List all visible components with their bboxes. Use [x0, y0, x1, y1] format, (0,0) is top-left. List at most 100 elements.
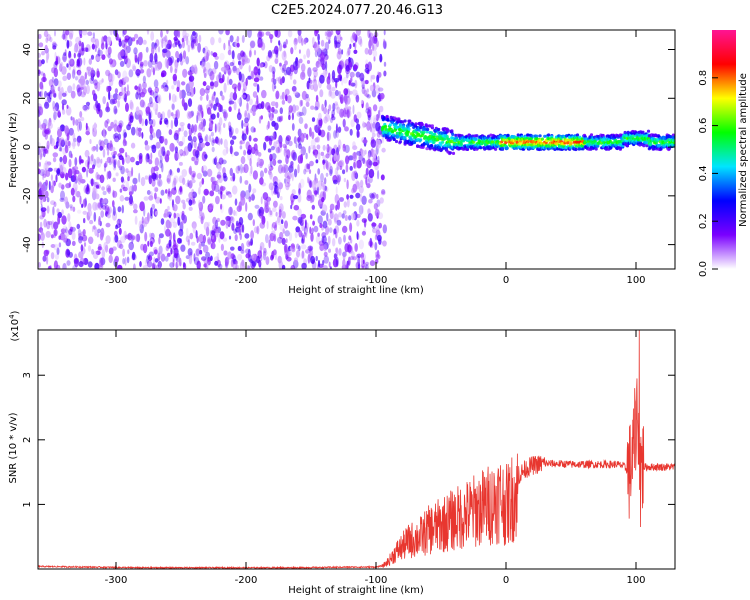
- heatmap-cell: [291, 112, 294, 121]
- heatmap-cell: [275, 77, 280, 82]
- heatmap-cell: [166, 30, 169, 35]
- heatmap-cell: [194, 160, 199, 166]
- heatmap-cell: [388, 123, 392, 127]
- heatmap-cell: [266, 135, 271, 141]
- heatmap-cell: [168, 129, 173, 136]
- heatmap-cell: [238, 60, 242, 66]
- heatmap-cell: [165, 119, 169, 125]
- heatmap-cell: [279, 78, 283, 86]
- heatmap-cell: [177, 30, 181, 38]
- heatmap-cell: [139, 261, 142, 267]
- heatmap-cell: [182, 50, 187, 60]
- heatmap-cell: [285, 135, 291, 142]
- heatmap-cell: [314, 150, 318, 159]
- heatmap-cell: [472, 140, 476, 144]
- spectrogram-y-axis-label: Frequency (Hz): [8, 112, 19, 188]
- heatmap-cell: [106, 213, 111, 219]
- heatmap-cell: [543, 134, 547, 138]
- heatmap-cell: [77, 177, 82, 185]
- heatmap-cell: [190, 241, 196, 246]
- heatmap-cell: [92, 32, 95, 39]
- heatmap-cell: [339, 108, 345, 118]
- heatmap-cell: [327, 125, 332, 131]
- heatmap-cell: [94, 181, 100, 187]
- heatmap-cell: [215, 231, 220, 238]
- heatmap-cell: [345, 72, 349, 79]
- heatmap-cell: [113, 105, 118, 115]
- heatmap-cell: [350, 76, 353, 83]
- heatmap-cell: [59, 156, 63, 163]
- heatmap-cell: [317, 215, 323, 225]
- heatmap-cell: [72, 140, 76, 150]
- heatmap-cell: [119, 147, 125, 154]
- heatmap-cell: [272, 249, 277, 256]
- heatmap-cell: [224, 256, 230, 266]
- heatmap-cell: [180, 244, 186, 252]
- heatmap-cell: [93, 122, 97, 133]
- heatmap-cell: [367, 114, 371, 121]
- heatmap-cell: [42, 173, 47, 178]
- heatmap-cell: [38, 33, 42, 40]
- heatmap-cell: [646, 129, 651, 133]
- heatmap-cell: [205, 251, 211, 259]
- heatmap-cell: [150, 213, 153, 219]
- heatmap-cell: [120, 84, 124, 94]
- heatmap-cell: [134, 215, 138, 225]
- heatmap-cell: [167, 190, 173, 198]
- heatmap-cell: [122, 138, 127, 147]
- heatmap-cell: [56, 168, 61, 175]
- heatmap-cell: [178, 127, 181, 132]
- heatmap-cell: [166, 174, 171, 185]
- heatmap-cell: [108, 90, 111, 101]
- heatmap-cell: [194, 150, 200, 159]
- heatmap-cell: [285, 93, 288, 102]
- heatmap-cell: [333, 253, 337, 260]
- heatmap-cell: [118, 166, 123, 171]
- heatmap-cell: [366, 94, 371, 99]
- heatmap-cell: [186, 111, 192, 120]
- heatmap-cell: [288, 105, 293, 113]
- heatmap-cell: [149, 90, 153, 96]
- heatmap-cell: [46, 205, 50, 214]
- heatmap-cell: [297, 216, 303, 224]
- heatmap-cell: [326, 145, 329, 152]
- heatmap-cell: [83, 57, 86, 66]
- heatmap-cell: [324, 177, 327, 185]
- heatmap-cell: [160, 189, 165, 196]
- heatmap-cell: [382, 240, 387, 247]
- heatmap-cell: [303, 38, 307, 45]
- heatmap-cell: [167, 205, 170, 211]
- heatmap-cell: [337, 47, 342, 55]
- heatmap-cell: [312, 220, 315, 226]
- heatmap-cell: [42, 255, 47, 262]
- heatmap-cell: [61, 108, 66, 115]
- heatmap-cell: [317, 148, 321, 155]
- heatmap-cell: [141, 118, 145, 127]
- heatmap-cell: [285, 154, 289, 165]
- heatmap-cell: [329, 165, 334, 175]
- heatmap-cell: [246, 125, 249, 135]
- heatmap-cell: [77, 53, 82, 58]
- x-tick-label: 100: [626, 275, 645, 286]
- heatmap-cell: [271, 185, 274, 196]
- heatmap-cell: [80, 244, 84, 252]
- heatmap-cell: [269, 232, 275, 242]
- heatmap-cell: [248, 50, 252, 58]
- heatmap-cell: [326, 131, 331, 141]
- heatmap-cell: [329, 89, 332, 97]
- heatmap-cell: [414, 122, 418, 126]
- heatmap-cell: [44, 44, 48, 54]
- heatmap-cell: [328, 36, 331, 44]
- heatmap-cell: [187, 135, 192, 142]
- heatmap-cell: [51, 67, 56, 74]
- heatmap-cell: [57, 128, 62, 138]
- heatmap-cell: [147, 240, 150, 247]
- heatmap-cell: [55, 141, 59, 149]
- heatmap-cell: [217, 164, 222, 172]
- heatmap-cell: [198, 206, 203, 217]
- heatmap-cell: [46, 144, 50, 155]
- heatmap-cell: [114, 135, 120, 143]
- heatmap-cell: [112, 200, 115, 208]
- heatmap-cell: [126, 124, 131, 131]
- heatmap-cell: [181, 81, 186, 86]
